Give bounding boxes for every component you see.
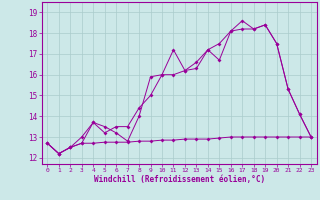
X-axis label: Windchill (Refroidissement éolien,°C): Windchill (Refroidissement éolien,°C) [94,175,265,184]
